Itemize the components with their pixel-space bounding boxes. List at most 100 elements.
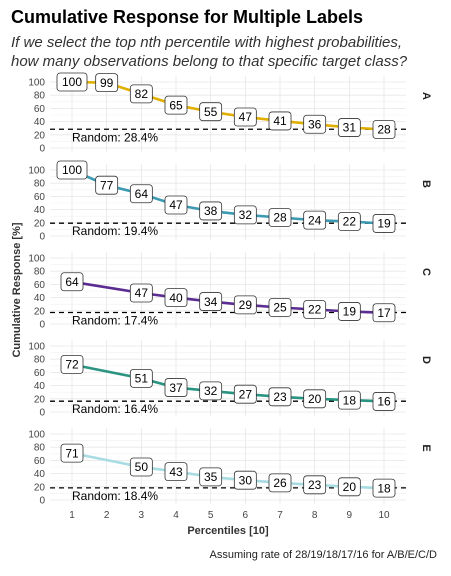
data-label-box-A xyxy=(337,118,361,137)
data-label-A: 31 xyxy=(343,121,357,135)
data-label-box-C xyxy=(60,272,84,292)
data-label-box-C xyxy=(372,303,396,323)
data-label-A: 65 xyxy=(169,98,183,112)
data-label-box-C xyxy=(337,302,361,321)
y-tick-label-A: 40 xyxy=(34,117,46,128)
facet-label-D: D xyxy=(420,356,432,364)
y-tick-label-C: 80 xyxy=(34,267,46,278)
y-tick-label-E: 80 xyxy=(34,443,46,454)
series-line-A xyxy=(71,80,385,131)
data-label-box-D xyxy=(233,384,257,404)
x-tick-label: 8 xyxy=(312,510,318,521)
data-label-E: 26 xyxy=(273,476,287,490)
data-label-D: 20 xyxy=(308,392,322,406)
data-label-box-B xyxy=(164,195,188,215)
x-tick-label: 10 xyxy=(378,510,390,521)
data-label-E: 18 xyxy=(377,481,391,495)
data-label-A: 100 xyxy=(62,75,82,89)
data-label-box-D xyxy=(129,368,153,388)
y-tick-label-D: 60 xyxy=(34,368,46,379)
data-label-A: 41 xyxy=(273,114,287,128)
data-label-box-A xyxy=(268,111,292,131)
data-label-box-C xyxy=(233,295,257,315)
data-label-B: 77 xyxy=(100,178,114,192)
data-label-box-E xyxy=(60,443,84,463)
y-tick-label-E: 100 xyxy=(28,430,45,441)
data-label-C: 64 xyxy=(65,275,79,289)
data-label-box-C xyxy=(199,292,223,311)
x-tick-label: 4 xyxy=(173,510,179,521)
data-label-box-D xyxy=(164,378,188,397)
x-tick-label: 3 xyxy=(139,510,145,521)
data-label-box-E xyxy=(199,467,223,487)
series-line-B xyxy=(71,168,385,225)
data-label-A: 28 xyxy=(377,123,391,137)
data-label-C: 25 xyxy=(273,301,287,315)
y-tick-label-D: 0 xyxy=(39,408,45,419)
series-line-E xyxy=(71,451,385,490)
data-label-box-E xyxy=(372,478,396,498)
data-label-box-A xyxy=(199,102,223,122)
chart-caption: Assuming rate of 28/19/18/17/16 for A/B/… xyxy=(209,549,437,561)
data-label-B: 38 xyxy=(204,204,218,218)
data-label-C: 22 xyxy=(308,303,322,317)
data-label-E: 23 xyxy=(308,478,322,492)
y-tick-label-A: 80 xyxy=(34,91,46,102)
data-label-B: 100 xyxy=(62,163,82,177)
x-tick-label: 9 xyxy=(347,510,353,521)
data-label-box-A xyxy=(372,120,396,139)
chart-subtitle: If we select the top nth percentile with… xyxy=(11,33,451,71)
data-label-box-B xyxy=(268,208,292,227)
y-tick-label-A: 100 xyxy=(28,78,45,89)
data-label-box-D xyxy=(337,390,361,410)
subtitle-line-2: how many observations belong to that spe… xyxy=(11,53,408,70)
data-label-box-B xyxy=(303,210,327,230)
data-label-box-E xyxy=(337,477,361,497)
y-tick-label-B: 60 xyxy=(34,192,46,203)
x-tick-label: 7 xyxy=(277,510,283,521)
y-tick-label-E: 20 xyxy=(34,482,46,493)
data-label-D: 51 xyxy=(135,372,149,386)
y-tick-label-A: 60 xyxy=(34,104,46,115)
data-label-E: 35 xyxy=(204,470,218,484)
data-label-box-B xyxy=(233,205,257,225)
data-label-box-E xyxy=(268,473,292,493)
data-label-box-C xyxy=(164,288,188,308)
data-label-C: 29 xyxy=(239,298,253,312)
facet-label-B: B xyxy=(420,180,432,188)
data-label-D: 23 xyxy=(273,390,287,404)
data-label-B: 24 xyxy=(308,213,322,227)
data-label-D: 16 xyxy=(377,395,391,409)
data-label-C: 40 xyxy=(169,291,183,305)
y-tick-label-E: 60 xyxy=(34,456,46,467)
facet-label-E: E xyxy=(420,444,432,451)
data-label-B: 47 xyxy=(169,198,183,212)
data-label-box-D xyxy=(372,392,396,411)
data-label-box-D xyxy=(60,355,84,374)
data-label-box-C xyxy=(303,300,327,319)
data-label-box-A xyxy=(56,72,88,92)
data-label-box-B xyxy=(199,201,223,221)
y-tick-label-C: 40 xyxy=(34,293,46,304)
random-label-D: Random: 16.4% xyxy=(72,402,158,416)
data-label-box-E xyxy=(164,462,188,482)
data-label-A: 99 xyxy=(100,76,114,90)
y-tick-label-D: 100 xyxy=(28,342,45,353)
data-label-B: 28 xyxy=(273,211,287,225)
data-label-box-D xyxy=(199,381,223,401)
data-label-D: 18 xyxy=(343,393,357,407)
data-label-A: 55 xyxy=(204,105,218,119)
y-tick-label-D: 40 xyxy=(34,381,46,392)
x-tick-label: 1 xyxy=(69,510,75,521)
y-tick-label-D: 80 xyxy=(34,355,46,366)
series-line-D xyxy=(71,363,385,403)
y-tick-label-C: 100 xyxy=(28,254,45,265)
y-tick-label-A: 20 xyxy=(34,130,46,141)
x-tick-label: 5 xyxy=(208,510,214,521)
x-tick-label: 6 xyxy=(243,510,249,521)
y-tick-label-B: 20 xyxy=(34,218,46,229)
y-axis-title: Cumulative Response [%] xyxy=(11,222,23,357)
data-label-box-A xyxy=(303,114,327,134)
data-label-E: 30 xyxy=(239,473,253,487)
